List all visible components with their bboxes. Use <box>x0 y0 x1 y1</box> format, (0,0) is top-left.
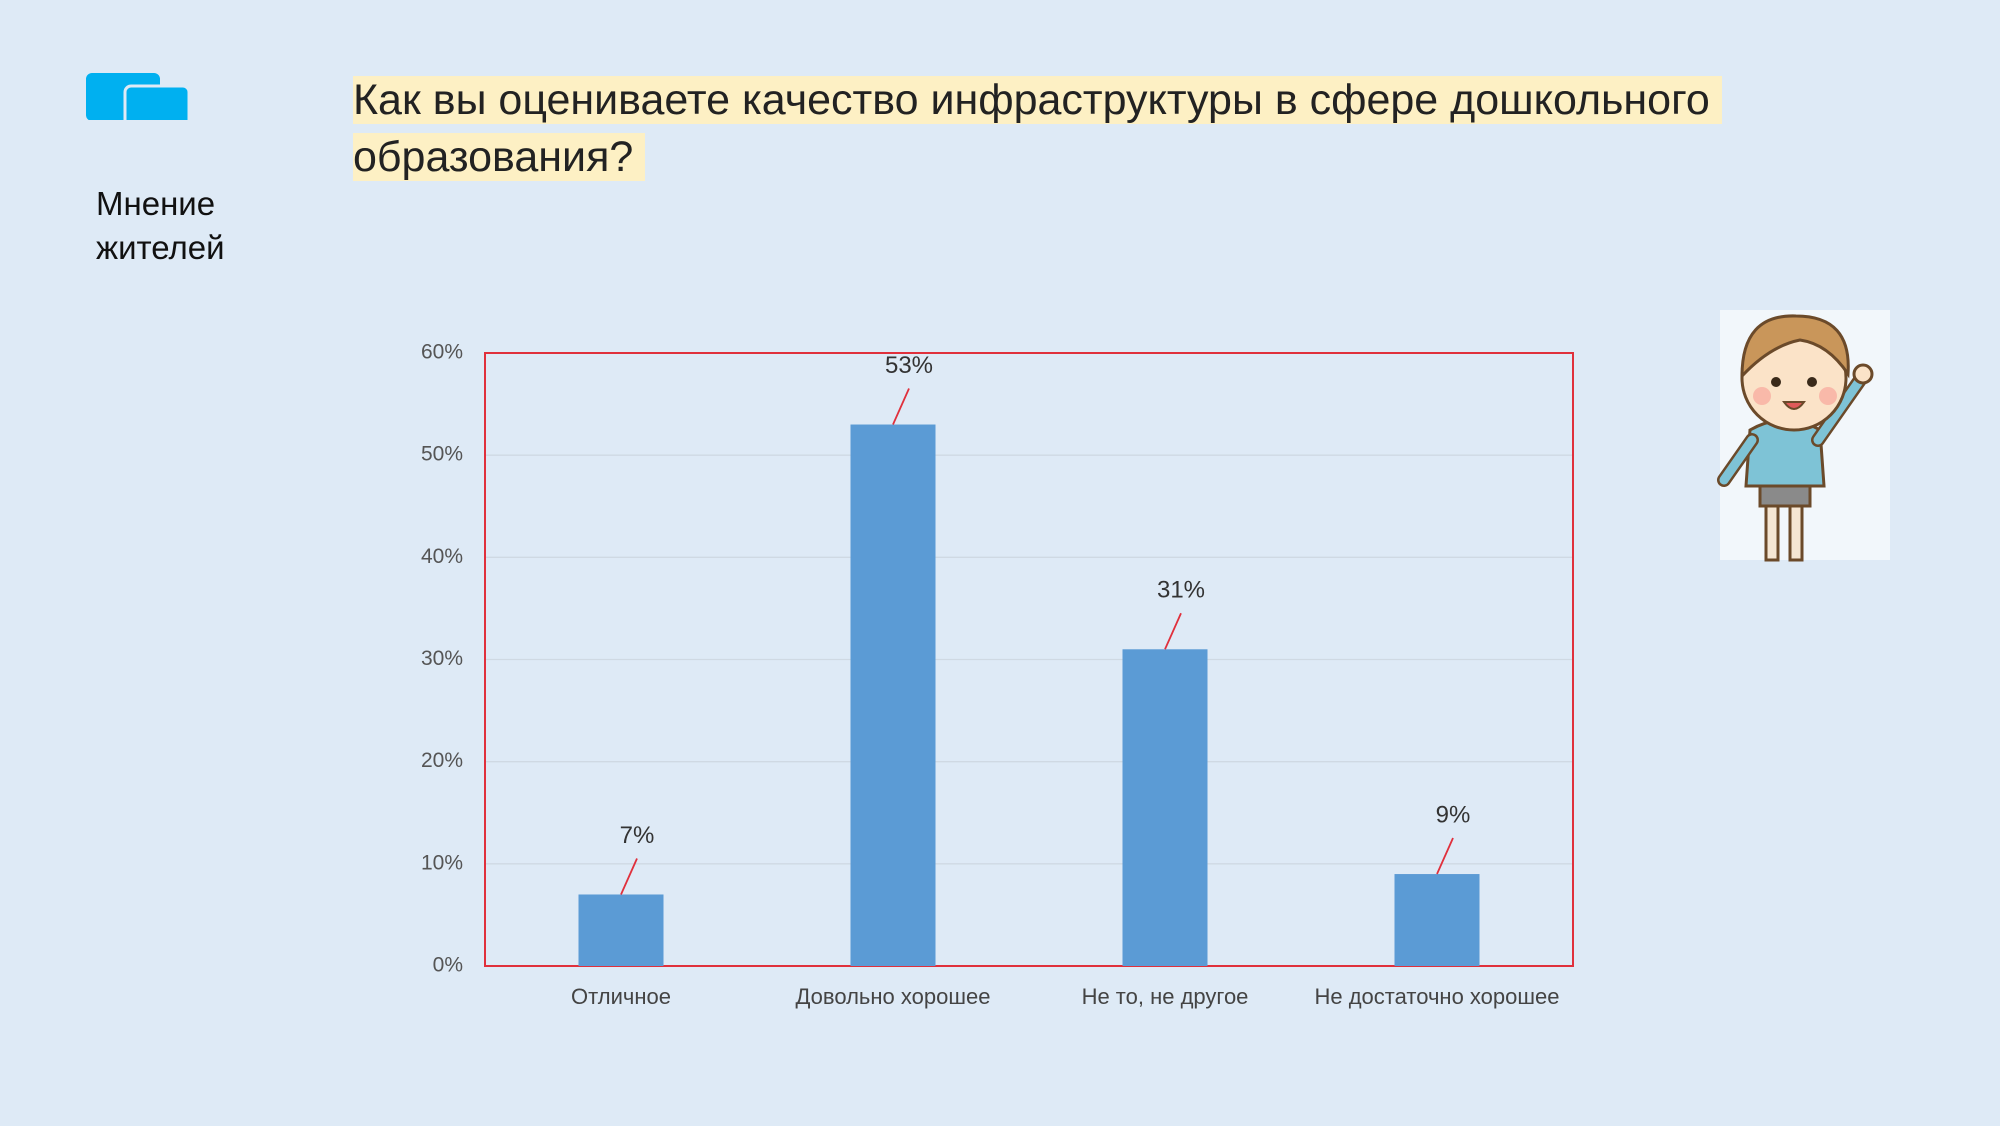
plot-border <box>484 352 1574 967</box>
x-tick-label: Отличное <box>571 984 671 1009</box>
chat-icon <box>86 73 191 120</box>
character <box>1717 310 1890 562</box>
bar <box>1394 874 1480 966</box>
y-tick-label: 60% <box>421 341 463 364</box>
data-label: 53% <box>885 352 933 379</box>
y-tick-label: 0% <box>433 954 463 977</box>
data-label: 9% <box>1436 801 1471 828</box>
y-tick-label: 20% <box>421 749 463 772</box>
side-label: Мнение жителей <box>96 185 225 266</box>
bar <box>850 424 936 966</box>
slide-title: Как вы оцениваете качество инфраструктур… <box>353 72 1753 186</box>
y-tick-label: 10% <box>421 851 463 874</box>
bar <box>578 894 664 966</box>
x-tick-label: Не достаточно хорошее <box>1314 984 1559 1009</box>
leader-line <box>1164 612 1182 650</box>
leader-line <box>620 858 638 895</box>
data-label: 7% <box>620 822 655 849</box>
leader-line <box>1436 837 1454 875</box>
bar <box>1122 649 1208 966</box>
y-tick-label: 40% <box>421 545 463 568</box>
y-tick-label: 50% <box>421 443 463 466</box>
x-tick-label: Не то, не другое <box>1082 984 1249 1009</box>
y-tick-label: 30% <box>421 647 463 670</box>
leader-line <box>892 388 910 425</box>
data-label: 31% <box>1157 577 1205 604</box>
x-tick-label: Довольно хорошее <box>796 984 991 1009</box>
